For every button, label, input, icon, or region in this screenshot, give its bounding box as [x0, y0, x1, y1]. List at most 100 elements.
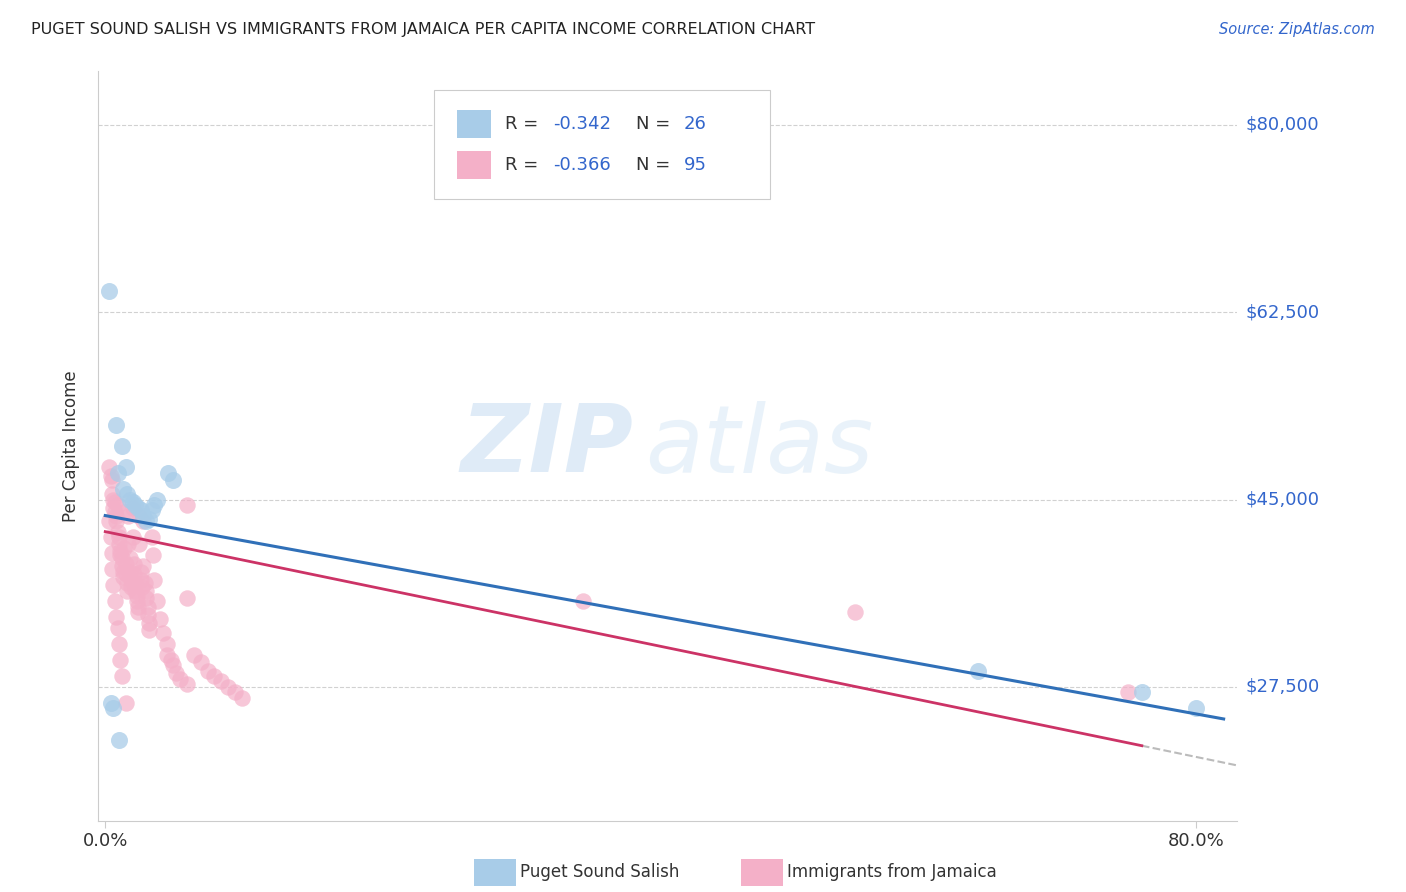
- Point: [571, 594, 593, 608]
- Point: [156, 648, 179, 662]
- Point: [110, 653, 132, 667]
- Bar: [457, 151, 491, 179]
- Point: [134, 576, 156, 591]
- Y-axis label: Per Capita Income: Per Capita Income: [62, 370, 80, 522]
- Point: [231, 690, 253, 705]
- Point: [114, 696, 136, 710]
- Point: [138, 615, 160, 630]
- Point: [110, 558, 132, 573]
- Point: [138, 623, 160, 637]
- Text: $62,500: $62,500: [1246, 303, 1320, 321]
- Point: [110, 551, 132, 566]
- Point: [105, 417, 128, 432]
- Point: [110, 544, 132, 558]
- Bar: [457, 110, 491, 138]
- Text: atlas: atlas: [645, 401, 873, 491]
- Point: [132, 508, 155, 523]
- Point: [124, 583, 146, 598]
- Point: [117, 508, 139, 523]
- Point: [117, 537, 139, 551]
- Point: [197, 664, 219, 678]
- Point: [165, 665, 187, 680]
- Point: [125, 589, 148, 603]
- Point: [110, 669, 132, 683]
- Point: [101, 473, 124, 487]
- Point: [105, 610, 128, 624]
- Text: Puget Sound Salish: Puget Sound Salish: [520, 863, 679, 881]
- Point: [128, 537, 150, 551]
- Point: [209, 674, 232, 689]
- Point: [114, 460, 136, 475]
- Point: [122, 557, 145, 571]
- Point: [112, 541, 135, 555]
- Point: [114, 567, 136, 582]
- Point: [176, 591, 198, 605]
- Point: [111, 482, 134, 496]
- Point: [190, 655, 212, 669]
- Point: [156, 466, 179, 480]
- Point: [1116, 685, 1139, 699]
- Point: [156, 637, 179, 651]
- Point: [136, 599, 159, 614]
- Point: [107, 498, 129, 512]
- Point: [124, 576, 146, 591]
- Point: [105, 514, 128, 528]
- Point: [104, 505, 127, 519]
- Point: [103, 578, 125, 592]
- Point: [101, 487, 124, 501]
- Point: [224, 685, 246, 699]
- Point: [146, 492, 169, 507]
- Point: [101, 546, 124, 560]
- Point: [143, 498, 166, 512]
- Point: [124, 498, 146, 512]
- Point: [132, 558, 155, 573]
- Point: [1130, 685, 1153, 699]
- Point: [108, 530, 131, 544]
- Point: [121, 501, 143, 516]
- Point: [183, 648, 205, 662]
- FancyBboxPatch shape: [434, 90, 770, 199]
- Point: [115, 487, 138, 501]
- Point: [101, 562, 124, 576]
- Text: -0.342: -0.342: [553, 115, 610, 133]
- Point: [138, 512, 160, 526]
- Point: [112, 505, 135, 519]
- Point: [844, 605, 866, 619]
- Point: [115, 576, 138, 591]
- Point: [121, 530, 143, 544]
- Point: [103, 501, 125, 516]
- Point: [110, 439, 132, 453]
- Point: [129, 573, 152, 587]
- Point: [135, 514, 157, 528]
- Text: 26: 26: [683, 115, 707, 133]
- Point: [176, 676, 198, 690]
- Point: [118, 551, 141, 566]
- Text: R =: R =: [505, 115, 544, 133]
- Point: [111, 566, 134, 580]
- Point: [98, 514, 121, 528]
- Point: [143, 573, 166, 587]
- Point: [98, 460, 121, 475]
- Point: [104, 494, 127, 508]
- Point: [105, 508, 128, 523]
- Point: [967, 664, 990, 678]
- Point: [217, 680, 239, 694]
- Text: -0.366: -0.366: [553, 156, 610, 174]
- Point: [125, 594, 148, 608]
- Point: [114, 557, 136, 571]
- Point: [142, 548, 165, 562]
- Point: [176, 498, 198, 512]
- Point: [110, 548, 132, 562]
- Point: [132, 514, 155, 528]
- Point: [107, 466, 129, 480]
- Point: [127, 501, 149, 516]
- Point: [159, 653, 181, 667]
- Point: [162, 658, 184, 673]
- Point: [118, 566, 141, 580]
- Point: [103, 492, 125, 507]
- Point: [108, 733, 131, 747]
- Point: [104, 594, 127, 608]
- Point: [127, 605, 149, 619]
- Text: ZIP: ZIP: [461, 400, 634, 492]
- Point: [107, 621, 129, 635]
